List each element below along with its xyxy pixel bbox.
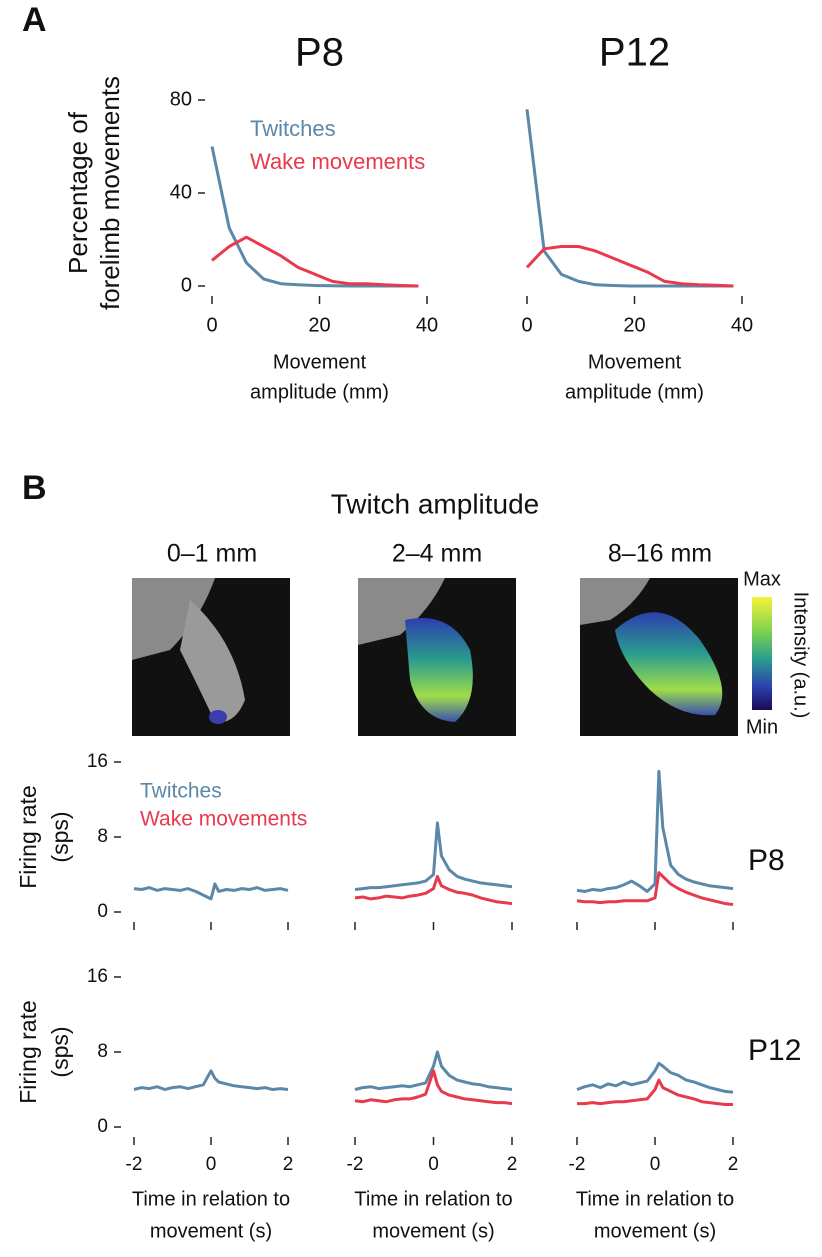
chart-title: P8: [295, 31, 344, 75]
series-line: [211, 235, 419, 288]
legend-entry: Twitches: [140, 780, 222, 803]
y-tick-label: 80: [170, 88, 192, 110]
series-line: [133, 882, 289, 901]
y-axis-label: (sps): [47, 811, 73, 862]
x-tick-label: 2: [283, 1154, 294, 1175]
series-line: [354, 874, 513, 906]
panel-title: Twitch amplitude: [331, 488, 540, 519]
series-line: [525, 245, 734, 288]
x-tick-label: 20: [623, 314, 645, 336]
x-tick-label: 40: [731, 314, 753, 336]
y-axis-label: Firing rate: [15, 785, 41, 889]
x-axis-label: Movement: [273, 351, 367, 373]
x-tick-label: 0: [206, 1154, 217, 1175]
y-tick-label: 8: [97, 826, 108, 847]
x-axis-label: Time in relation to: [354, 1188, 512, 1210]
x-tick-label: 20: [308, 314, 330, 336]
x-tick-label: 0: [521, 314, 532, 336]
series-line: [577, 1078, 733, 1106]
y-tick-label: 16: [87, 966, 108, 987]
x-tick-label: 0: [428, 1154, 439, 1175]
y-tick-label: 8: [97, 1041, 108, 1062]
column-label: 2–4 mm: [392, 540, 482, 568]
y-axis-label: Firing rate: [15, 1000, 41, 1104]
series-line: [525, 109, 734, 288]
x-tick-label: 40: [416, 314, 438, 336]
x-tick-label: 0: [206, 314, 217, 336]
series-line: [576, 871, 734, 906]
x-axis-label: Time in relation to: [132, 1188, 290, 1210]
y-axis-label: Percentage of: [63, 111, 93, 274]
x-axis-label: amplitude (mm): [250, 381, 389, 403]
x-axis-label: movement (s): [372, 1220, 494, 1242]
panel-label: B: [22, 469, 47, 507]
colorbar-title: Intensity (a.u.): [790, 592, 812, 719]
image: [358, 578, 516, 736]
image: [580, 578, 738, 736]
y-tick-label: 16: [87, 751, 108, 772]
x-tick-label: 0: [650, 1154, 661, 1175]
x-tick-label: 2: [728, 1154, 739, 1175]
colorbar: [752, 597, 772, 710]
x-tick-label: 2: [507, 1154, 518, 1175]
chart-title: P12: [599, 31, 670, 75]
column-label: 8–16 mm: [608, 540, 712, 568]
row-label: P12: [748, 1034, 801, 1067]
legend-entry: Wake movements: [140, 808, 307, 831]
column-label: 0–1 mm: [167, 540, 257, 568]
legend-entry: Wake movements: [250, 149, 425, 174]
series-line: [354, 821, 513, 891]
colorbar-label: Max: [743, 568, 781, 590]
series-line: [576, 769, 734, 893]
image: [132, 578, 290, 736]
y-tick-label: 0: [181, 274, 192, 296]
y-tick-label: 40: [170, 181, 192, 203]
x-tick-label: -2: [569, 1154, 586, 1175]
x-axis-label: amplitude (mm): [565, 381, 704, 403]
y-tick-label: 0: [97, 1116, 108, 1137]
panel-label: A: [22, 1, 47, 39]
x-axis-label: movement (s): [594, 1220, 716, 1242]
colorbar-label: Min: [746, 716, 778, 738]
y-axis-label: forelimb movements: [95, 76, 125, 310]
row-label: P8: [748, 844, 785, 877]
y-axis-label: (sps): [47, 1026, 73, 1077]
series-line: [354, 1050, 513, 1091]
y-tick-label: 0: [97, 901, 108, 922]
x-axis-label: Movement: [588, 351, 682, 373]
x-axis-label: movement (s): [150, 1220, 272, 1242]
x-tick-label: -2: [347, 1154, 364, 1175]
series-line: [133, 1069, 289, 1091]
x-axis-label: Time in relation to: [576, 1188, 734, 1210]
series-line: [576, 1061, 734, 1094]
series-line: [354, 1069, 513, 1106]
x-tick-label: -2: [126, 1154, 143, 1175]
legend-entry: Twitches: [250, 116, 336, 141]
